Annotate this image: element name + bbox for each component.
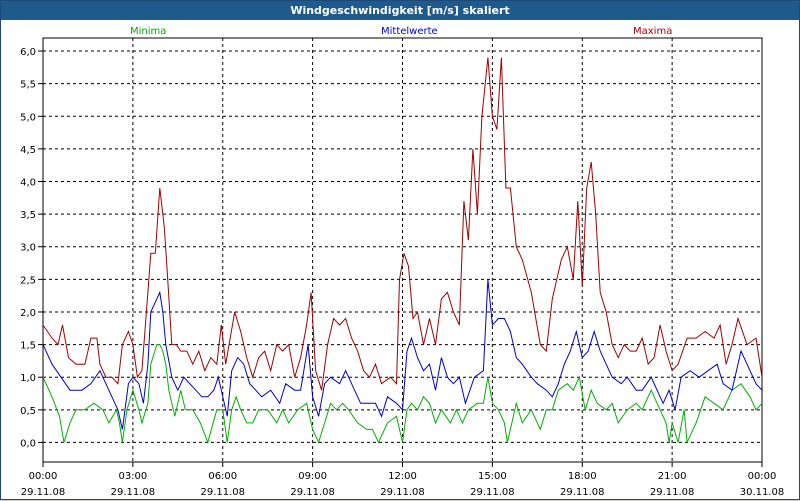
series-line-maxima	[42, 57, 763, 391]
series-group	[42, 57, 763, 445]
x-tick-time: 00:00	[748, 471, 777, 482]
x-tick-date: 29.11.08	[290, 487, 335, 498]
x-tick-date: 29.11.08	[650, 487, 695, 498]
x-tick-date: 29.11.08	[380, 487, 425, 498]
x-tick-time: 09:00	[298, 471, 327, 482]
x-tick-date: 30.11.08	[740, 487, 785, 498]
x-tick-time: 03:00	[118, 471, 147, 482]
x-tick-time: 18:00	[568, 471, 597, 482]
y-tick-label: 5,5	[20, 80, 36, 91]
y-tick-label: 0,5	[20, 406, 36, 417]
x-tick-date: 29.11.08	[560, 487, 605, 498]
x-tick-time: 21:00	[658, 471, 687, 482]
y-tick-label: 4,5	[20, 145, 36, 156]
y-tick-label: 3,0	[20, 243, 36, 254]
y-tick-label: 5,0	[20, 112, 36, 123]
x-tick-date: 29.11.08	[21, 487, 66, 498]
y-tick-label: 6,0	[20, 47, 36, 58]
y-axis: 0,0 0,5 1,0 1,5 2,0 2,5 3,0 3,5 4,0 4,5 5,0 5,5 6,0	[20, 47, 43, 449]
y-tick-label: 4,0	[20, 178, 36, 189]
y-tick-label: 2,5	[20, 275, 36, 286]
x-tick-time: 15:00	[478, 471, 507, 482]
x-tick-time: 00:00	[29, 471, 58, 482]
y-tick-label: 3,5	[20, 210, 36, 221]
window-title: Windgeschwindigkeit [m/s] skaliert	[1, 1, 799, 20]
x-tick-date: 29.11.08	[111, 487, 156, 498]
legend-minima: Minima	[130, 26, 167, 37]
legend-mittelwerte: Mittelwerte	[381, 26, 438, 37]
legend-maxima: Maxima	[633, 26, 673, 37]
x-tick-date: 29.11.08	[470, 487, 515, 498]
y-tick-label: 2,0	[20, 308, 36, 319]
grid-lines	[43, 38, 762, 462]
x-tick-time: 12:00	[388, 471, 417, 482]
y-tick-label: 1,5	[20, 341, 36, 352]
series-line-mittelwerte	[42, 279, 763, 430]
y-tick-label: 0,0	[20, 438, 36, 449]
x-tick-date: 29.11.08	[200, 487, 245, 498]
x-tick-time: 06:00	[208, 471, 237, 482]
series-line-minima	[42, 344, 763, 445]
y-tick-label: 1,0	[20, 373, 36, 384]
x-axis: 00:00 29.11.08 03:00 29.11.08 06:00 29.11.08 0…	[21, 462, 785, 498]
